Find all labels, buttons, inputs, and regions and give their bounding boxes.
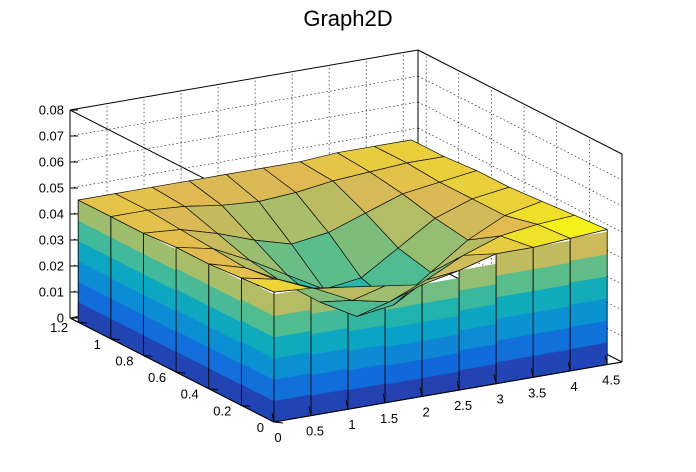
y-axis-tick [208, 388, 218, 391]
x-axis-tick [567, 361, 571, 372]
surface-layer [77, 139, 608, 423]
y-axis-line [69, 317, 275, 423]
x-axis-tick [308, 406, 312, 416]
x-axis-tick [271, 412, 275, 423]
x-tick-label: 1.5 [380, 411, 398, 426]
y-tick-label: 1.2 [50, 320, 68, 335]
y-tick-label: 0.6 [148, 370, 166, 385]
y-tick-label: 0 [257, 420, 264, 435]
y-axis-tick [78, 321, 88, 324]
y-axis-tick [110, 338, 120, 341]
x-tick-label: 2.5 [454, 398, 472, 413]
chart-title: Graph2D [303, 6, 392, 31]
z-tick-label: 0.03 [39, 233, 64, 248]
x-tick-label: 3 [497, 392, 504, 407]
z-tick-label: 0.05 [39, 181, 64, 196]
z-tick-label: 0.01 [39, 285, 64, 300]
x-axis-tick [419, 387, 423, 397]
x-tick-label: 1 [348, 417, 355, 432]
x-axis-tick [530, 368, 534, 378]
z-grid-line [69, 127, 419, 189]
y-axis-tick [143, 354, 153, 357]
z-tick-label: 0.07 [39, 129, 64, 144]
box-edge [417, 49, 623, 155]
x-tick-label: 3.5 [528, 385, 546, 400]
x-axis-tick [493, 374, 497, 384]
y-tick-label: 0.2 [213, 403, 231, 418]
z-tick-label: 0.08 [39, 103, 64, 118]
axis-layer: 0 0.01 0.02 0.03 0.04 0.05 0.06 0.07 0.08 0 0.2 0.4… [39, 103, 623, 445]
y-tick-label: 1 [94, 337, 101, 352]
z-tick-label: 0.02 [39, 259, 64, 274]
z-grid-line [69, 75, 419, 137]
x-tick-label: 4 [571, 379, 578, 394]
z-grid-line [69, 101, 419, 163]
x-axis-tick [345, 400, 349, 410]
z-tick-label: 0.06 [39, 155, 64, 170]
y-axis-tick [176, 371, 186, 374]
y-tick-label: 0.4 [181, 387, 199, 402]
x-axis-tick [382, 393, 386, 403]
x-tick-label: 2 [422, 404, 429, 419]
surface-cell [537, 214, 608, 239]
x-axis-tick [604, 355, 608, 365]
box-edge [69, 49, 419, 111]
x-tick-label: 0.5 [306, 424, 324, 439]
x-axis-line [273, 361, 623, 423]
x-axis-tick [456, 380, 460, 391]
x-tick-label: 4.5 [602, 373, 620, 388]
z-tick-label: 0 [57, 311, 64, 326]
y-axis-tick [241, 404, 251, 407]
z-tick-label: 0.04 [39, 207, 64, 222]
x-tick-label: 0 [274, 430, 281, 445]
y-tick-label: 0.8 [115, 353, 133, 368]
